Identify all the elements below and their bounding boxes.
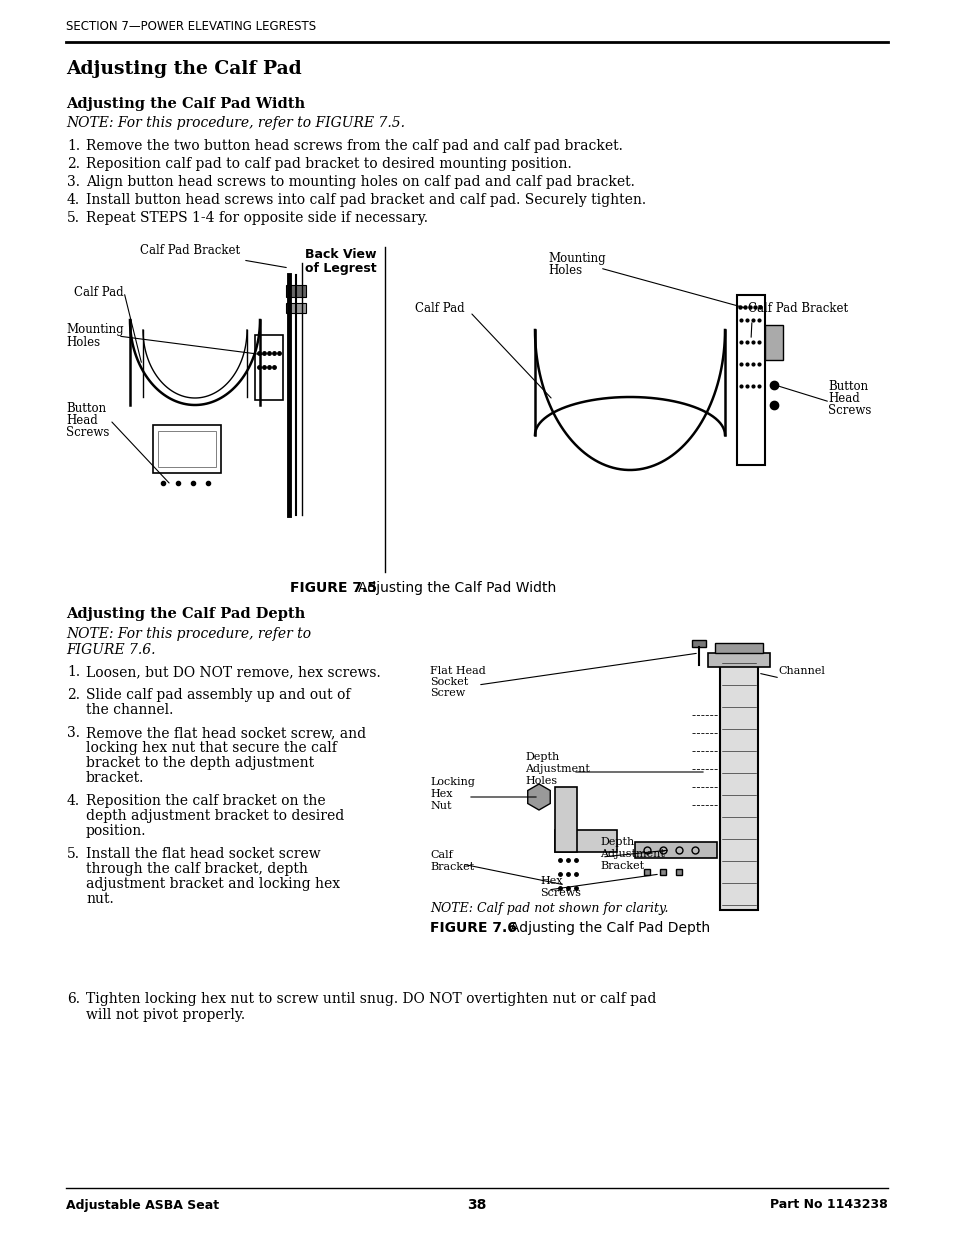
Text: bracket.: bracket.: [86, 771, 144, 785]
Text: 5.: 5.: [67, 847, 80, 861]
Bar: [158, 431, 215, 467]
Text: Screws: Screws: [827, 404, 870, 417]
Text: Calf: Calf: [430, 850, 453, 860]
Bar: [737, 295, 764, 466]
Bar: [152, 425, 221, 473]
Text: Flat Head: Flat Head: [430, 666, 485, 676]
Text: FIGURE 7.6: FIGURE 7.6: [430, 921, 517, 935]
Text: 4.: 4.: [67, 794, 80, 808]
Text: Screws: Screws: [539, 888, 580, 898]
Text: Align button head screws to mounting holes on calf pad and calf pad bracket.: Align button head screws to mounting hol…: [86, 175, 634, 189]
Text: Loosen, but DO NOT remove, hex screws.: Loosen, but DO NOT remove, hex screws.: [86, 664, 380, 679]
Text: Part No 1143238: Part No 1143238: [769, 1198, 887, 1212]
Text: Adjusting the Calf Pad: Adjusting the Calf Pad: [66, 61, 301, 78]
Text: NOTE: For this procedure, refer to: NOTE: For this procedure, refer to: [66, 627, 311, 641]
Text: Remove the two button head screws from the calf pad and calf pad bracket.: Remove the two button head screws from t…: [86, 140, 622, 153]
Bar: [555, 787, 577, 852]
Text: nut.: nut.: [86, 892, 113, 906]
Text: Adjusting the Calf Pad Depth: Adjusting the Calf Pad Depth: [510, 921, 709, 935]
Text: Bracket: Bracket: [599, 861, 643, 871]
Bar: [286, 303, 306, 312]
Text: Calf Pad Bracket: Calf Pad Bracket: [747, 303, 847, 315]
Text: Calf Pad: Calf Pad: [415, 303, 464, 315]
Text: Head: Head: [66, 414, 97, 426]
Text: 1.: 1.: [67, 664, 80, 679]
Text: Tighten locking hex nut to screw until snug. DO NOT overtighten nut or calf pad: Tighten locking hex nut to screw until s…: [86, 992, 656, 1007]
Text: Depth: Depth: [599, 837, 634, 847]
Text: 4.: 4.: [67, 193, 80, 207]
Text: Adjustment: Adjustment: [599, 848, 664, 860]
Text: Mounting: Mounting: [66, 324, 124, 336]
Bar: [764, 325, 782, 359]
Text: 2.: 2.: [67, 688, 80, 701]
Text: 6.: 6.: [67, 992, 80, 1007]
Text: Bracket: Bracket: [430, 862, 474, 872]
Text: SECTION 7—POWER ELEVATING LEGRESTS: SECTION 7—POWER ELEVATING LEGRESTS: [66, 20, 315, 33]
Text: Button: Button: [827, 380, 867, 393]
Text: Calf Pad Bracket: Calf Pad Bracket: [140, 245, 240, 257]
Bar: [635, 842, 717, 858]
Text: locking hex nut that secure the calf: locking hex nut that secure the calf: [86, 741, 336, 755]
Text: NOTE: For this procedure, refer to FIGURE 7.5.: NOTE: For this procedure, refer to FIGUR…: [66, 116, 405, 130]
Bar: [555, 830, 617, 852]
Text: Depth: Depth: [524, 752, 558, 762]
Text: Socket: Socket: [430, 677, 468, 687]
Text: Adjustable ASBA Seat: Adjustable ASBA Seat: [66, 1198, 219, 1212]
Text: Adjusting the Calf Pad Width: Adjusting the Calf Pad Width: [357, 580, 556, 595]
Bar: [691, 640, 705, 647]
Bar: [720, 645, 758, 910]
Text: through the calf bracket, depth: through the calf bracket, depth: [86, 862, 308, 876]
Text: Install button head screws into calf pad bracket and calf pad. Securely tighten.: Install button head screws into calf pad…: [86, 193, 645, 207]
Text: Adjusting the Calf Pad Depth: Adjusting the Calf Pad Depth: [66, 606, 305, 621]
Text: 2.: 2.: [67, 157, 80, 170]
Text: 3.: 3.: [67, 726, 80, 740]
Bar: [254, 335, 283, 400]
Text: 5.: 5.: [67, 211, 80, 225]
Text: Channel: Channel: [778, 666, 824, 676]
Text: Holes: Holes: [547, 264, 581, 277]
Text: Nut: Nut: [430, 802, 451, 811]
Text: of Legrest: of Legrest: [305, 262, 376, 275]
Text: 38: 38: [467, 1198, 486, 1212]
Text: Install the flat head socket screw: Install the flat head socket screw: [86, 847, 320, 861]
Text: 1.: 1.: [67, 140, 80, 153]
Text: 3.: 3.: [67, 175, 80, 189]
Text: FIGURE 7.5: FIGURE 7.5: [290, 580, 376, 595]
Text: depth adjustment bracket to desired: depth adjustment bracket to desired: [86, 809, 344, 823]
Text: bracket to the depth adjustment: bracket to the depth adjustment: [86, 756, 314, 769]
Text: Back View: Back View: [305, 248, 376, 261]
Text: the channel.: the channel.: [86, 703, 173, 718]
Text: Holes: Holes: [524, 776, 557, 785]
Text: Hex: Hex: [430, 789, 452, 799]
Text: Mounting: Mounting: [547, 252, 605, 266]
Text: Screws: Screws: [66, 426, 110, 438]
Text: NOTE: Calf pad not shown for clarity.: NOTE: Calf pad not shown for clarity.: [430, 902, 668, 915]
Text: Hex: Hex: [539, 876, 562, 885]
Text: Holes: Holes: [66, 336, 100, 348]
Text: Repeat STEPS 1-4 for opposite side if necessary.: Repeat STEPS 1-4 for opposite side if ne…: [86, 211, 428, 225]
Text: position.: position.: [86, 824, 147, 839]
Text: Slide calf pad assembly up and out of: Slide calf pad assembly up and out of: [86, 688, 350, 701]
Text: Remove the flat head socket screw, and: Remove the flat head socket screw, and: [86, 726, 366, 740]
Text: Head: Head: [827, 391, 859, 405]
Text: adjustment bracket and locking hex: adjustment bracket and locking hex: [86, 877, 340, 890]
Text: Reposition calf pad to calf pad bracket to desired mounting position.: Reposition calf pad to calf pad bracket …: [86, 157, 571, 170]
Text: Locking: Locking: [430, 777, 475, 787]
Bar: [707, 653, 769, 667]
Bar: [286, 285, 306, 296]
Text: Adjustment: Adjustment: [524, 764, 589, 774]
Text: Reposition the calf bracket on the: Reposition the calf bracket on the: [86, 794, 325, 808]
Text: Screw: Screw: [430, 688, 465, 698]
Text: Calf Pad: Calf Pad: [74, 285, 124, 299]
Text: Button: Button: [66, 401, 106, 415]
Text: Adjusting the Calf Pad Width: Adjusting the Calf Pad Width: [66, 98, 305, 111]
Bar: [714, 643, 762, 653]
Text: will not pivot properly.: will not pivot properly.: [86, 1008, 245, 1023]
Text: FIGURE 7.6.: FIGURE 7.6.: [66, 643, 155, 657]
